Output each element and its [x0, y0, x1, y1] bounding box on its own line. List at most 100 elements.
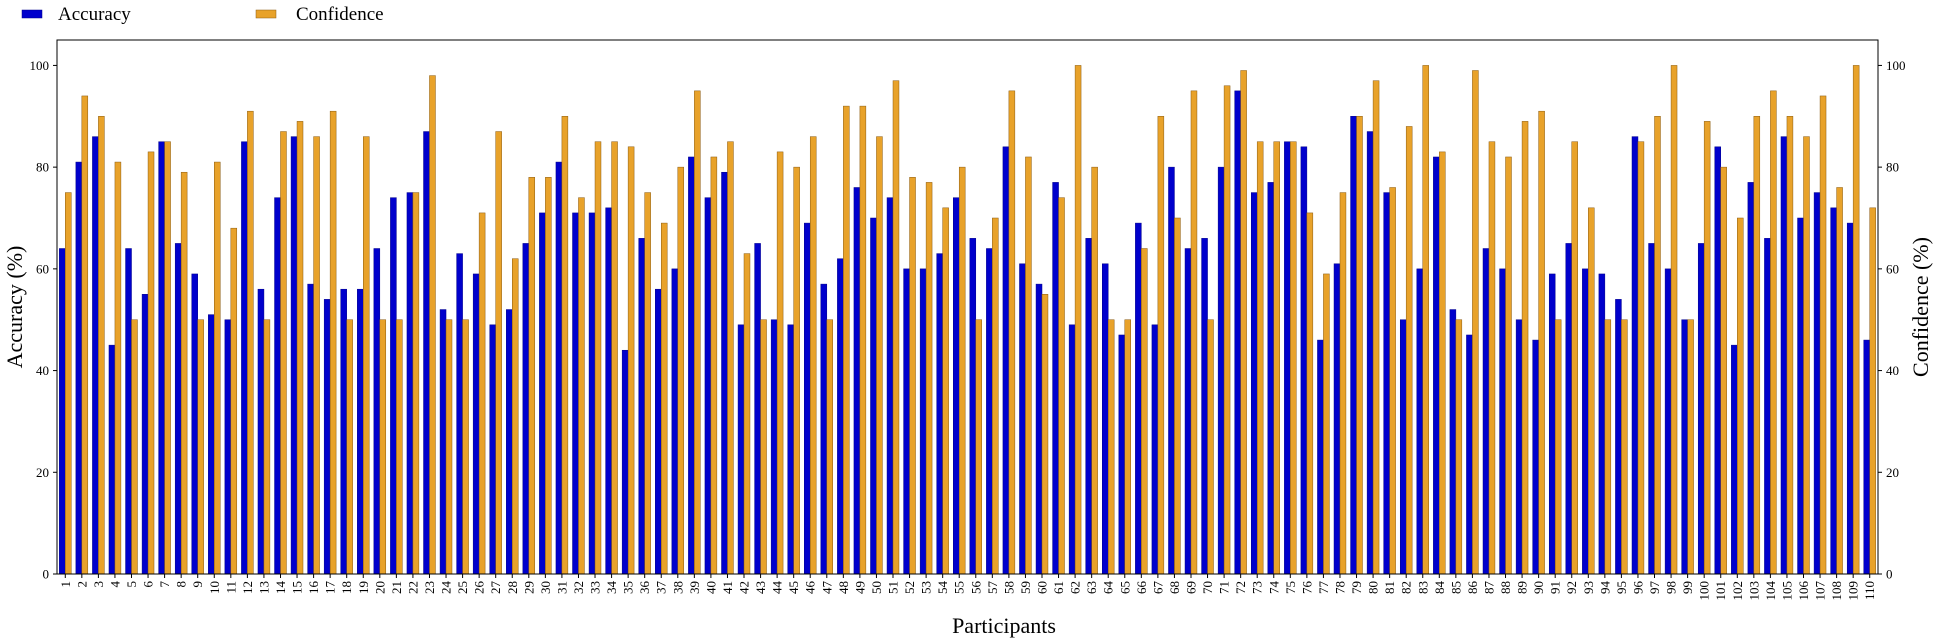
bar-accuracy-46: [804, 222, 811, 575]
bar-accuracy-5: [125, 248, 132, 575]
bar-accuracy-38: [671, 268, 679, 575]
bar-accuracy-92: [1565, 243, 1572, 575]
bar-accuracy-20: [373, 248, 381, 575]
bar-accuracy-58: [1002, 146, 1010, 575]
x-tick-label: 92: [1564, 581, 1579, 594]
bar-confidence-92: [1571, 141, 1578, 575]
x-tick-label: 20: [372, 581, 387, 594]
x-tick-label: 8: [174, 581, 189, 588]
bar-confidence-56: [975, 319, 982, 575]
x-tick-label: 62: [1068, 581, 1083, 594]
bar-confidence-104: [1770, 90, 1777, 575]
x-tick-label: 44: [770, 581, 785, 595]
bar-accuracy-43: [754, 243, 761, 575]
x-tick-label: 68: [1167, 581, 1182, 594]
plot-frame: [56, 39, 1879, 575]
bar-confidence-9: [197, 319, 204, 575]
x-tick-label: 80: [1366, 581, 1381, 594]
bar-confidence-86: [1472, 70, 1479, 575]
bar-confidence-46: [809, 136, 817, 575]
bar-confidence-77: [1323, 273, 1330, 575]
bar-confidence-31: [561, 116, 569, 575]
bar-confidence-18: [346, 319, 353, 575]
bar-confidence-39: [694, 90, 701, 575]
bar-accuracy-28: [506, 309, 513, 575]
x-tick-label: 5: [124, 581, 139, 588]
bar-accuracy-68: [1168, 166, 1175, 575]
x-tick-label: 85: [1448, 581, 1463, 594]
bar-accuracy-104: [1764, 238, 1771, 575]
bar-accuracy-34: [605, 207, 612, 575]
bar-accuracy-74: [1267, 182, 1275, 575]
bar-confidence-88: [1505, 156, 1512, 575]
bar-confidence-90: [1538, 110, 1545, 575]
bar-confidence-64: [1107, 319, 1115, 575]
bar-accuracy-106: [1797, 217, 1804, 575]
y-tick-label-left: 40: [36, 363, 49, 378]
bar-confidence-63: [1091, 166, 1098, 575]
bar-confidence-58: [1008, 90, 1016, 575]
x-tick-label: 67: [1150, 581, 1165, 595]
bar-accuracy-49: [853, 187, 861, 575]
y-tick-label-right: 60: [1886, 261, 1899, 276]
x-tick-label: 1: [58, 581, 73, 588]
legend-swatch-accuracy: [21, 9, 43, 19]
bar-accuracy-83: [1416, 268, 1424, 575]
bar-confidence-98: [1670, 65, 1678, 575]
bar-accuracy-12: [241, 141, 248, 575]
bar-confidence-78: [1339, 192, 1347, 575]
bar-confidence-50: [876, 136, 883, 575]
x-tick-label: 43: [753, 581, 768, 594]
bar-accuracy-31: [555, 161, 563, 575]
legend-label-accuracy: Accuracy: [58, 4, 131, 25]
bar-confidence-23: [429, 75, 436, 575]
x-tick-label: 94: [1597, 581, 1612, 595]
bar-accuracy-35: [621, 349, 629, 575]
bar-accuracy-110: [1863, 339, 1870, 575]
bar-accuracy-24: [439, 309, 447, 575]
legend-swatch-confidence: [255, 9, 277, 19]
x-tick-label: 10: [207, 581, 222, 594]
bar-accuracy-97: [1648, 243, 1655, 575]
bar-confidence-1: [65, 192, 72, 575]
bar-confidence-103: [1753, 116, 1761, 575]
bar-confidence-67: [1157, 116, 1165, 575]
bar-accuracy-61: [1052, 182, 1059, 575]
x-tick-label: 96: [1630, 581, 1645, 595]
x-tick-label: 7: [157, 581, 172, 588]
bar-confidence-55: [958, 166, 966, 575]
bar-accuracy-93: [1582, 268, 1589, 575]
x-tick-label: 90: [1531, 581, 1546, 594]
bar-accuracy-96: [1631, 136, 1639, 575]
bar-accuracy-26: [472, 273, 480, 575]
bar-accuracy-42: [737, 324, 745, 575]
bar-confidence-106: [1803, 136, 1810, 575]
bar-confidence-102: [1737, 217, 1744, 575]
bar-confidence-37: [660, 222, 668, 575]
bar-confidence-8: [180, 171, 188, 575]
bar-accuracy-72: [1234, 90, 1241, 575]
bar-accuracy-102: [1731, 344, 1738, 575]
bar-confidence-49: [859, 105, 867, 575]
x-tick-label: 21: [389, 581, 404, 594]
bar-confidence-96: [1637, 141, 1645, 575]
x-tick-label: 69: [1183, 581, 1198, 594]
x-tick-label: 65: [1117, 581, 1132, 594]
bar-confidence-10: [214, 161, 221, 575]
x-tick-label: 101: [1713, 581, 1728, 601]
bar-confidence-32: [578, 197, 585, 575]
x-tick-label: 22: [405, 581, 420, 594]
x-tick-label: 9: [190, 581, 205, 588]
x-tick-label: 73: [1250, 581, 1265, 594]
y-tick-label-right: 40: [1886, 363, 1899, 378]
x-tick-label: 60: [1035, 581, 1050, 594]
bar-confidence-110: [1869, 207, 1876, 575]
x-tick-label: 47: [819, 581, 834, 595]
bar-confidence-28: [512, 258, 519, 575]
x-tick-label: 19: [356, 581, 371, 594]
bar-accuracy-33: [588, 212, 596, 575]
y-tick-label-left: 100: [30, 58, 50, 73]
bar-accuracy-44: [770, 319, 778, 575]
bar-confidence-91: [1554, 319, 1562, 575]
x-tick-label: 61: [1051, 581, 1066, 594]
